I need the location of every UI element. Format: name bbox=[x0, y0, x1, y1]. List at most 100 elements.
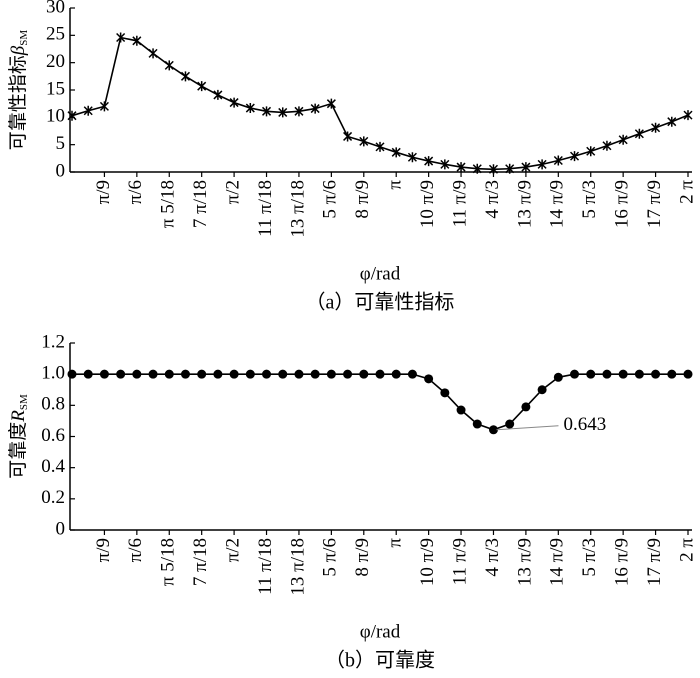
x-axis-label: φ/rad bbox=[360, 621, 401, 642]
data-point bbox=[148, 48, 158, 59]
x-tick-label: 11 π/9 bbox=[449, 538, 470, 585]
data-point bbox=[634, 369, 644, 379]
x-tick-label: π bbox=[385, 538, 406, 548]
data-point bbox=[667, 369, 677, 379]
data-point bbox=[343, 131, 353, 142]
x-tick-label: 5 π/6 bbox=[320, 180, 341, 219]
y-label-sub: SM bbox=[18, 30, 30, 46]
x-tick-label: 14 π/9 bbox=[547, 180, 568, 228]
x-tick-label: π/2 bbox=[222, 180, 243, 204]
data-point bbox=[456, 405, 466, 415]
y-tick-label: 15 bbox=[46, 78, 65, 99]
data-point bbox=[602, 140, 612, 151]
x-tick-label: 4 π/3 bbox=[482, 180, 503, 219]
data-point bbox=[537, 385, 547, 395]
data-point bbox=[602, 369, 612, 379]
data-point bbox=[391, 369, 401, 379]
data-point bbox=[359, 136, 369, 147]
x-tick-label: π/9 bbox=[93, 180, 114, 204]
x-tick-label: 7 π/18 bbox=[190, 538, 211, 586]
y-tick-label: 0.8 bbox=[41, 394, 65, 415]
x-tick-label: π/6 bbox=[125, 538, 146, 562]
x-tick-label: π bbox=[385, 180, 406, 190]
y-tick-label: 0.6 bbox=[41, 425, 65, 446]
annotation: 0.643 bbox=[563, 414, 606, 435]
y-label-symbol: β bbox=[8, 45, 29, 56]
y-tick-label: 20 bbox=[46, 51, 65, 72]
data-point bbox=[537, 159, 547, 170]
data-point bbox=[618, 369, 628, 379]
data-point bbox=[99, 369, 109, 379]
data-point bbox=[472, 419, 482, 429]
data-point bbox=[472, 163, 482, 174]
data-point bbox=[294, 106, 304, 117]
data-point bbox=[553, 155, 563, 166]
data-point bbox=[132, 369, 142, 379]
data-point bbox=[83, 105, 93, 116]
data-point bbox=[634, 128, 644, 139]
y-tick-label: 30 bbox=[46, 0, 65, 17]
y-label-sub: SM bbox=[18, 394, 30, 410]
data-point bbox=[553, 372, 563, 382]
y-label-symbol: R bbox=[8, 410, 29, 423]
data-point bbox=[164, 369, 174, 379]
x-tick-label: 4 π/3 bbox=[482, 538, 503, 577]
x-tick-label: 10 π/9 bbox=[417, 180, 438, 228]
data-point bbox=[83, 369, 93, 379]
data-point bbox=[651, 369, 661, 379]
data-point bbox=[245, 369, 255, 379]
data-point bbox=[229, 97, 239, 108]
data-point bbox=[683, 369, 693, 379]
data-point bbox=[391, 147, 401, 158]
data-point bbox=[213, 89, 223, 100]
data-point bbox=[359, 369, 369, 379]
x-tick-label: 7 π/18 bbox=[190, 180, 211, 228]
x-tick-label: π/6 bbox=[125, 180, 146, 204]
y-label-text: 可靠度 bbox=[7, 422, 29, 479]
x-tick-label: 11 π/18 bbox=[255, 538, 276, 595]
data-point bbox=[407, 152, 417, 163]
data-point bbox=[521, 162, 531, 173]
data-point bbox=[326, 369, 336, 379]
data-point bbox=[521, 402, 531, 412]
data-point bbox=[116, 369, 126, 379]
data-point bbox=[424, 374, 434, 384]
y-label-text: 可靠性指标 bbox=[7, 55, 29, 150]
data-point bbox=[310, 103, 320, 114]
x-tick-label: 5 π/3 bbox=[579, 180, 600, 219]
data-point bbox=[586, 369, 596, 379]
y-axis-label: 可靠性指标βSM bbox=[7, 30, 29, 151]
caption: （b）可靠度 bbox=[325, 649, 435, 672]
data-point bbox=[586, 146, 596, 157]
y-axis-label: 可靠度RSM bbox=[7, 394, 29, 479]
data-point bbox=[375, 369, 385, 379]
x-tick-label: 2 π bbox=[676, 538, 697, 562]
data-point bbox=[180, 71, 191, 82]
x-tick-label: 16 π/9 bbox=[612, 180, 633, 228]
data-point bbox=[505, 163, 515, 174]
data-point bbox=[683, 110, 693, 121]
data-point bbox=[570, 369, 580, 379]
data-point bbox=[99, 101, 109, 112]
data-point bbox=[569, 151, 580, 162]
data-point bbox=[197, 369, 207, 379]
x-axis-label: φ/rad bbox=[360, 263, 401, 284]
x-tick-label: 11 π/9 bbox=[449, 180, 470, 227]
data-point bbox=[424, 156, 434, 167]
x-tick-label: 2 π bbox=[676, 180, 697, 204]
x-tick-label: π 5/18 bbox=[158, 538, 179, 586]
data-point bbox=[667, 116, 677, 127]
data-point bbox=[294, 369, 304, 379]
annotation-leader bbox=[496, 425, 559, 431]
data-point bbox=[440, 159, 450, 170]
x-tick-label: 5 π/3 bbox=[579, 538, 600, 577]
data-point bbox=[180, 369, 190, 379]
data-point bbox=[456, 162, 466, 173]
x-tick-label: 5 π/6 bbox=[320, 538, 341, 577]
y-tick-label: 10 bbox=[46, 106, 65, 127]
x-tick-label: 10 π/9 bbox=[417, 538, 438, 586]
y-tick-label: 0 bbox=[56, 518, 66, 539]
data-point bbox=[67, 369, 77, 379]
x-tick-label: 14 π/9 bbox=[547, 538, 568, 586]
